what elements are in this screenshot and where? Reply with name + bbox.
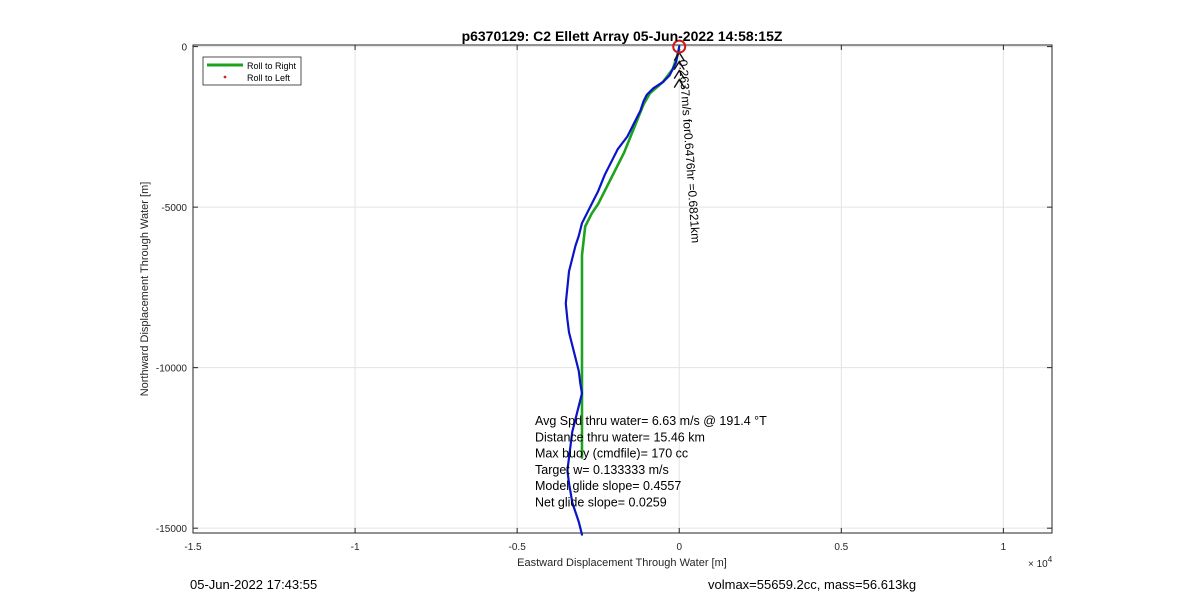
y-tick-label: 0 xyxy=(181,43,187,54)
svg-text:× 104: × 104 xyxy=(1028,555,1053,570)
waypoint-arrow xyxy=(673,78,685,88)
footer-volmax-mass: volmax=55659.2cc, mass=56.613kg xyxy=(708,577,917,592)
legend-label-roll-right: Roll to Right xyxy=(247,61,297,71)
waypoint-arrow xyxy=(673,60,685,70)
stats-line: Target w= 0.133333 m/s xyxy=(535,463,669,477)
axes-box xyxy=(192,44,1053,534)
x-tick-label: -1 xyxy=(351,542,360,553)
stats-line: Max buoy (cmdfile)= 170 cc xyxy=(535,447,688,461)
x-multiplier-base: × 10 xyxy=(1028,559,1048,570)
series-line-roll-to-right xyxy=(580,48,681,459)
x-axis-multiplier: × 104 xyxy=(1028,555,1053,570)
y-tick-label: -10000 xyxy=(156,364,188,375)
legend-swatch-roll-left xyxy=(223,75,227,79)
stats-line: Distance thru water= 15.46 km xyxy=(535,430,705,444)
grid xyxy=(192,45,1052,533)
stats-line: Net glide slope= 0.0259 xyxy=(535,496,667,510)
x-multiplier-exponent: 4 xyxy=(1048,555,1053,564)
stats-block: Avg Spd thru water= 6.63 m/s @ 191.4 °T D… xyxy=(535,414,767,510)
segment-annotation: 0.2637m/s for0.6476hr =0.6821km xyxy=(676,59,703,243)
x-axis-label: Eastward Displacement Through Water [m] xyxy=(517,557,727,569)
y-axis-label: Northward Displacement Through Water [m] xyxy=(139,182,151,397)
footer-timestamp: 05-Jun-2022 17:43:55 xyxy=(190,577,318,592)
stats-line: Model glide slope= 0.4557 xyxy=(535,479,681,493)
start-marker xyxy=(672,39,687,54)
y-tick-label: -5000 xyxy=(161,203,187,214)
waypoint-arrow xyxy=(673,69,685,79)
series-line-track xyxy=(564,45,681,536)
x-tick-label: -1.5 xyxy=(184,542,202,553)
legend-label-roll-left: Roll to Left xyxy=(247,73,291,83)
x-tick-label: 0.5 xyxy=(834,542,848,553)
series xyxy=(564,39,687,536)
x-tick-label: 1 xyxy=(1001,542,1007,553)
x-tick-label: 0 xyxy=(676,542,682,553)
stats-line: Avg Spd thru water= 6.63 m/s @ 191.4 °T xyxy=(535,414,767,428)
legend: Roll to Right Roll to Left xyxy=(202,56,302,86)
axis-ticks: -1.5 -1 -0.5 0 0.5 1 0 -5000 -10000 -15000 xyxy=(156,43,1052,553)
x-tick-label: -0.5 xyxy=(509,542,527,553)
chart-title: p6370129: C2 Ellett Array 05-Jun-2022 14… xyxy=(462,28,783,44)
y-tick-label: -15000 xyxy=(156,524,188,535)
legend-box xyxy=(202,56,302,86)
